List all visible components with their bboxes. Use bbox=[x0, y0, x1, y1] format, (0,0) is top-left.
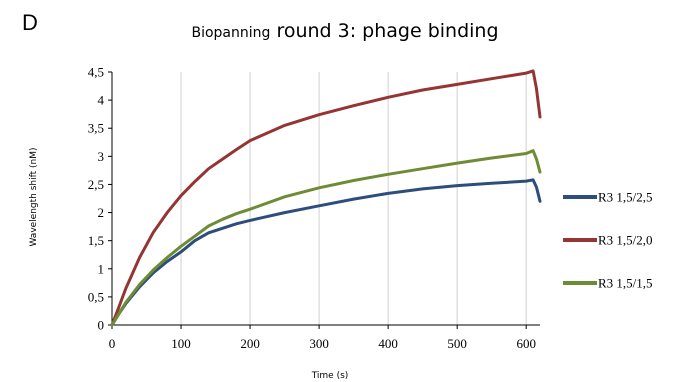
legend-label-3: R3 1,5/1,5 bbox=[598, 276, 653, 291]
gridlines bbox=[180, 72, 527, 325]
y-tick-labels: 0 0,5 1 1,5 2 2,5 3 3,5 4 4,5 bbox=[88, 65, 105, 333]
y-tick-label: 4,5 bbox=[88, 65, 104, 80]
y-tick-label: 3 bbox=[98, 149, 105, 164]
chart-title: Biopanning round 3: phage binding bbox=[110, 20, 580, 42]
x-tick-label: 200 bbox=[240, 336, 260, 351]
y-tick-label: 2 bbox=[98, 205, 105, 220]
legend: R3 1,5/2,5 R3 1,5/2,0 R3 1,5/1,5 bbox=[563, 190, 653, 291]
series-lines bbox=[110, 69, 542, 327]
legend-label-2: R3 1,5/2,0 bbox=[598, 233, 653, 248]
x-axis-title: Time (s) bbox=[311, 371, 349, 381]
y-tick-label: 4 bbox=[98, 93, 105, 108]
x-tick-label: 600 bbox=[516, 336, 536, 351]
y-tick-label: 3,5 bbox=[88, 121, 104, 136]
y-tick-label: 0 bbox=[98, 318, 105, 333]
chart-title-main: round 3: phage binding bbox=[276, 20, 499, 42]
x-tick-label: 400 bbox=[378, 336, 398, 351]
y-tick-label: 1 bbox=[98, 261, 105, 276]
series-line-2 bbox=[110, 69, 542, 327]
y-tick-label: 2,5 bbox=[88, 177, 104, 192]
series-line-1 bbox=[110, 178, 542, 327]
axes bbox=[108, 71, 540, 329]
legend-label-1: R3 1,5/2,5 bbox=[598, 190, 653, 205]
x-tick-labels: 0 100 200 300 400 500 600 bbox=[109, 336, 536, 351]
y-tick-label: 1,5 bbox=[88, 233, 104, 248]
x-tick-label: 500 bbox=[447, 336, 467, 351]
series-line-3 bbox=[110, 149, 542, 327]
panel-letter: D bbox=[22, 10, 38, 35]
chart-title-prefix: Biopanning bbox=[191, 25, 271, 41]
y-axis-title: Wavelength shift (nM) bbox=[29, 147, 39, 246]
x-tick-label: 100 bbox=[171, 336, 191, 351]
x-tick-label: 0 bbox=[109, 336, 116, 351]
x-tick-label: 300 bbox=[309, 336, 329, 351]
y-tick-label: 0,5 bbox=[88, 289, 104, 304]
